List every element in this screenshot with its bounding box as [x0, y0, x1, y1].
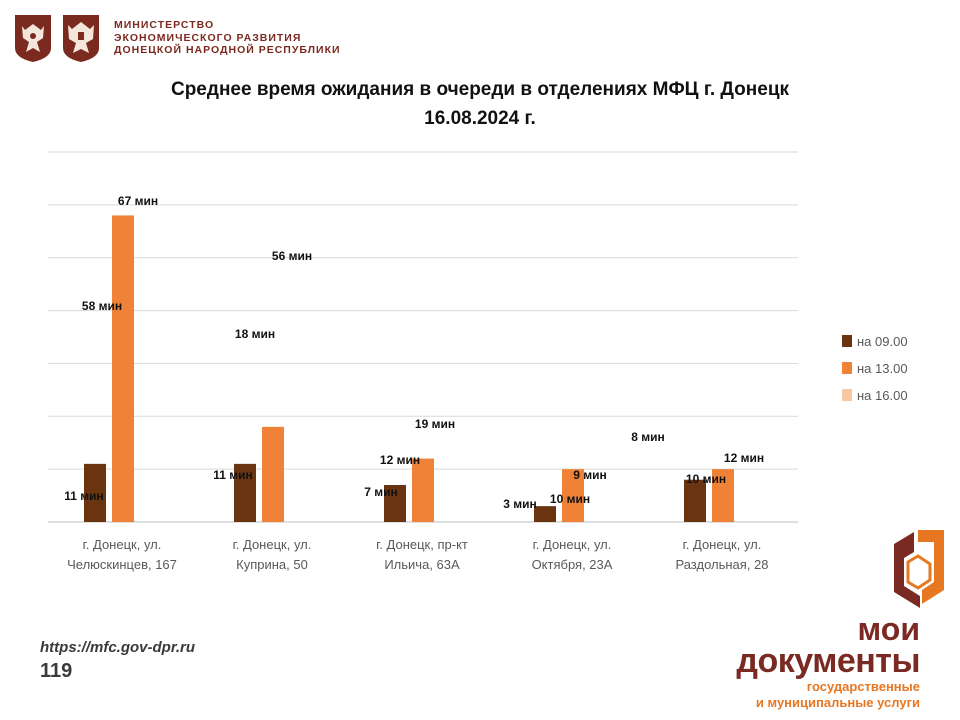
bar	[112, 215, 134, 522]
bar	[684, 479, 706, 522]
data-label: 10 мин	[686, 472, 726, 486]
bar-chart: г. Донецк, ул. Челюскинцев, 167 г. Донецк,…	[48, 151, 908, 572]
data-label: 12 мин	[380, 453, 420, 467]
brand-tagline-line2: и муниципальные услуги	[755, 695, 920, 710]
x-tick-label: г. Донецк, ул.	[233, 537, 312, 552]
x-tick-label: Куприна, 50	[236, 557, 308, 572]
data-label: 19 мин	[415, 417, 455, 431]
brand-name-line2: документы	[736, 642, 920, 680]
x-tick-label: г. Донецк, ул.	[533, 537, 612, 552]
data-label: 67 мин	[118, 194, 158, 208]
data-label: 58 мин	[82, 299, 122, 313]
data-label: 11 мин	[213, 468, 253, 482]
x-tick-label: г. Донецк, пр-кт	[376, 537, 468, 552]
data-label: 18 мин	[235, 327, 275, 341]
x-tick-label: Ильича, 63А	[384, 557, 460, 572]
data-label: 10 мин	[550, 492, 590, 506]
coat-of-arms-icon	[15, 15, 51, 62]
bar	[562, 469, 584, 522]
ministry-line: ДОНЕЦКОЙ НАРОДНОЙ РЕСПУБЛИКИ	[114, 44, 341, 56]
chart-title-line: Среднее время ожидания в очереди в отдел…	[170, 79, 790, 100]
chart-title: Среднее время ожидания в очереди в отдел…	[0, 75, 960, 133]
ministry-emblem-icon	[63, 15, 99, 62]
data-label: 11 мин	[64, 489, 104, 503]
x-tick-label: г. Донецк, ул.	[83, 537, 162, 552]
ministry-line: ЭКОНОМИЧЕСКОГО РАЗВИТИЯ	[114, 31, 302, 44]
page-number: 119	[40, 660, 73, 682]
legend-swatch	[842, 335, 852, 347]
x-tick-label: Раздольная, 28	[675, 557, 768, 572]
bar	[534, 506, 556, 522]
legend-label: на 13.00	[857, 361, 908, 376]
legend-swatch	[842, 389, 852, 401]
bar	[712, 469, 734, 522]
x-tick-label: Челюскинцев, 167	[67, 557, 177, 572]
brand-tagline: государственные и муниципальные услуги	[756, 679, 920, 711]
legend-label: на 16.00	[857, 388, 908, 403]
legend-label: на 09.00	[857, 334, 908, 349]
moi-dokumenty-logo-icon	[894, 530, 944, 608]
ministry-line: МИНИСТЕРСТВО	[114, 19, 215, 31]
header: МИНИСТЕРСТВО ЭКОНОМИЧЕСКОГО РАЗВИТИЯ ДОН…	[12, 12, 341, 72]
bar	[234, 463, 256, 522]
bar	[84, 463, 106, 522]
brand-name-line1: мои	[857, 611, 920, 647]
brand-tagline-line1: государственные	[806, 679, 920, 694]
brand-name: мои документы	[736, 611, 920, 680]
data-label: 9 мин	[573, 468, 607, 482]
data-label: 12 мин	[724, 451, 764, 465]
chart-title-line: 16.08.2024 г.	[424, 108, 536, 129]
data-label: 3 мин	[503, 497, 537, 511]
data-label: 56 мин	[272, 249, 312, 263]
bar	[384, 485, 406, 522]
x-tick-label: г. Донецк, ул.	[683, 537, 762, 552]
footer-url[interactable]: https://mfc.gov-dpr.ru	[40, 639, 195, 656]
ministry-name: МИНИСТЕРСТВО ЭКОНОМИЧЕСКОГО РАЗВИТИЯ ДОН…	[114, 19, 341, 57]
bar	[262, 426, 284, 522]
data-label: 7 мин	[364, 485, 398, 499]
bar	[412, 458, 434, 522]
data-label: 8 мин	[631, 430, 665, 444]
legend-swatch	[842, 362, 852, 374]
x-tick-label: Октября, 23А	[532, 557, 613, 572]
